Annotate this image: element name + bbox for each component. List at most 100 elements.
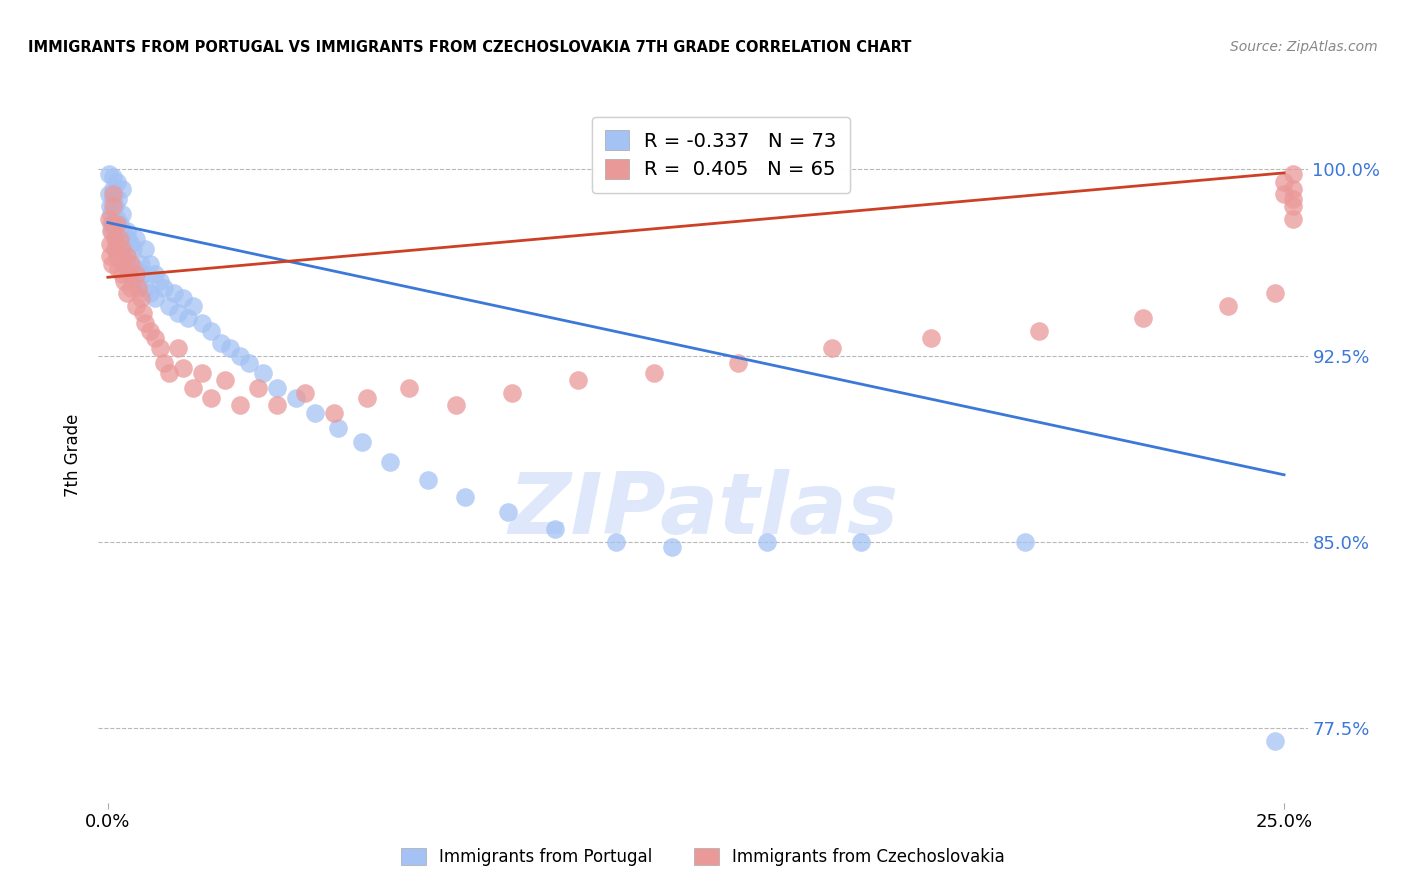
- Point: [121, 242, 143, 256]
- Point: [238, 356, 260, 370]
- Point: [115, 249, 138, 263]
- Point: [214, 373, 236, 387]
- Point: [127, 281, 149, 295]
- Point: [105, 249, 128, 263]
- Point: [1282, 192, 1305, 206]
- Point: [97, 167, 120, 181]
- Point: [139, 286, 162, 301]
- Point: [100, 207, 122, 221]
- Point: [118, 261, 141, 276]
- Point: [1282, 167, 1305, 181]
- Point: [98, 236, 121, 251]
- Point: [163, 286, 186, 301]
- Y-axis label: 7th Grade: 7th Grade: [65, 413, 83, 497]
- Point: [143, 291, 166, 305]
- Point: [143, 267, 166, 281]
- Point: [143, 331, 166, 345]
- Point: [108, 232, 131, 246]
- Text: Source: ZipAtlas.com: Source: ZipAtlas.com: [1230, 40, 1378, 54]
- Point: [191, 316, 214, 330]
- Point: [1028, 324, 1050, 338]
- Point: [108, 217, 131, 231]
- Point: [125, 299, 148, 313]
- Point: [228, 398, 250, 412]
- Point: [1264, 286, 1286, 301]
- Point: [167, 306, 190, 320]
- Point: [101, 192, 124, 206]
- Point: [127, 274, 149, 288]
- Point: [285, 391, 308, 405]
- Point: [247, 381, 270, 395]
- Point: [125, 232, 148, 246]
- Point: [98, 199, 121, 213]
- Point: [101, 186, 124, 201]
- Point: [107, 192, 129, 206]
- Point: [322, 406, 344, 420]
- Point: [111, 236, 134, 251]
- Point: [125, 261, 148, 276]
- Point: [252, 366, 274, 380]
- Point: [172, 360, 194, 375]
- Point: [134, 242, 156, 256]
- Point: [100, 224, 122, 238]
- Point: [920, 331, 942, 345]
- Point: [129, 291, 152, 305]
- Point: [105, 175, 128, 189]
- Text: ZIPatlas: ZIPatlas: [508, 469, 898, 552]
- Point: [1014, 534, 1036, 549]
- Point: [115, 286, 138, 301]
- Point: [112, 274, 135, 288]
- Point: [1282, 211, 1305, 226]
- Point: [111, 182, 134, 196]
- Point: [139, 324, 162, 338]
- Point: [200, 324, 222, 338]
- Point: [120, 267, 142, 281]
- Point: [567, 373, 589, 387]
- Point: [398, 381, 420, 395]
- Point: [605, 534, 627, 549]
- Point: [103, 211, 125, 226]
- Point: [219, 341, 242, 355]
- Point: [100, 256, 122, 270]
- Point: [98, 186, 121, 201]
- Point: [101, 217, 124, 231]
- Point: [103, 182, 125, 196]
- Point: [1272, 186, 1295, 201]
- Point: [1216, 299, 1239, 313]
- Point: [661, 540, 683, 554]
- Point: [132, 306, 155, 320]
- Point: [266, 381, 288, 395]
- Point: [104, 232, 127, 246]
- Point: [1282, 199, 1305, 213]
- Point: [115, 224, 138, 238]
- Point: [496, 505, 519, 519]
- Point: [111, 207, 134, 221]
- Point: [98, 249, 121, 263]
- Point: [115, 249, 138, 263]
- Point: [104, 242, 127, 256]
- Point: [454, 490, 477, 504]
- Point: [228, 349, 250, 363]
- Point: [727, 356, 749, 370]
- Point: [755, 534, 778, 549]
- Point: [350, 435, 373, 450]
- Point: [266, 398, 288, 412]
- Point: [134, 316, 156, 330]
- Point: [191, 366, 214, 380]
- Legend: R = -0.337   N = 73, R =  0.405   N = 65: R = -0.337 N = 73, R = 0.405 N = 65: [592, 117, 851, 193]
- Point: [104, 224, 127, 238]
- Point: [103, 199, 125, 213]
- Point: [501, 385, 523, 400]
- Point: [120, 236, 142, 251]
- Point: [167, 341, 190, 355]
- Point: [1272, 175, 1295, 189]
- Point: [97, 211, 120, 226]
- Point: [139, 256, 162, 270]
- Point: [120, 256, 142, 270]
- Point: [304, 406, 326, 420]
- Point: [129, 256, 152, 270]
- Point: [120, 281, 142, 295]
- Point: [132, 267, 155, 281]
- Point: [209, 336, 232, 351]
- Point: [149, 341, 172, 355]
